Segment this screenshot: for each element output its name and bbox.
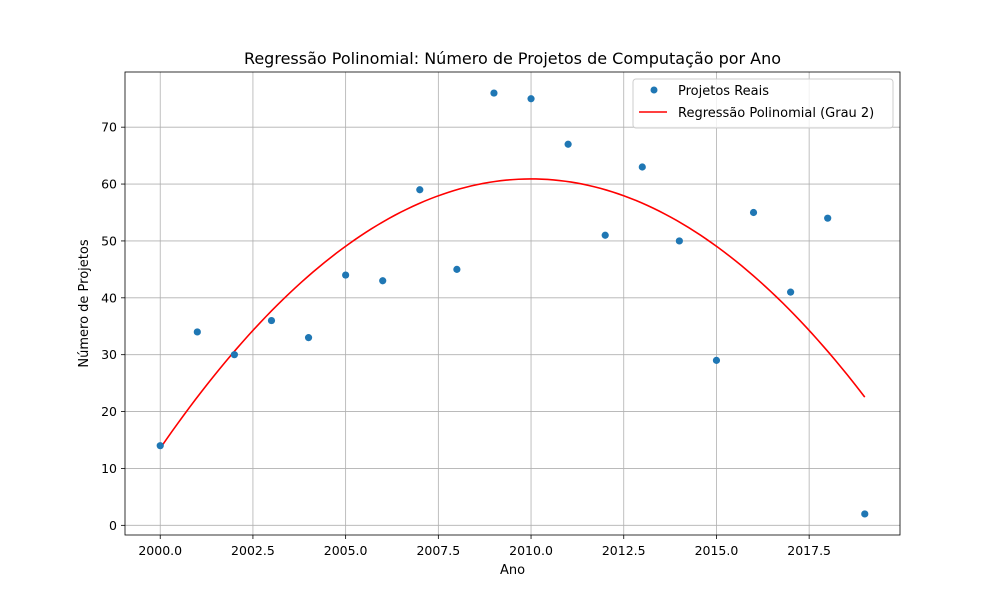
legend-label-regressao: Regressão Polinomial (Grau 2) [678, 106, 874, 121]
y-tick-label: 40 [101, 290, 117, 305]
legend-marker-projetos-reais [650, 86, 658, 94]
data-point [304, 334, 313, 342]
x-tick-label: 2000.0 [138, 543, 182, 558]
x-tick-label: 2017.5 [787, 543, 831, 558]
regression-line-layer [159, 178, 866, 449]
data-point [564, 140, 572, 148]
data-point [490, 89, 498, 97]
data-point [749, 208, 758, 217]
plot-frame [124, 71, 901, 536]
y-tick-label: 30 [101, 347, 117, 362]
x-axis-label: Ano [500, 563, 525, 578]
data-point [527, 95, 535, 103]
legend: Projetos Reais Regressão Polinomial (Gra… [632, 78, 894, 129]
data-point [267, 316, 276, 325]
grid-lines [125, 72, 900, 535]
legend-box [632, 78, 894, 129]
data-point [156, 442, 164, 450]
y-tick-label: 60 [101, 177, 117, 192]
data-point [601, 231, 609, 239]
data-point [379, 277, 387, 285]
data-point [861, 510, 869, 518]
data-point [416, 186, 424, 194]
x-tick-label: 2005.0 [324, 543, 368, 558]
data-point [675, 237, 683, 245]
y-tick-label: 70 [101, 120, 117, 135]
x-tick-label: 2010.0 [509, 543, 553, 558]
x-tick-label: 2002.5 [231, 543, 275, 558]
data-point [193, 328, 201, 336]
y-tick-label: 0 [109, 518, 117, 533]
legend-label-projetos-reais: Projetos Reais [678, 84, 769, 99]
x-axis-ticks: 2000.0 2002.5 2005.0 2007.5 2010.0 2012.5 2015… [138, 535, 831, 558]
data-point [787, 288, 795, 296]
x-tick-label: 2012.5 [602, 543, 646, 558]
data-point [230, 351, 238, 359]
data-point [638, 163, 646, 171]
x-tick-label: 2007.5 [416, 543, 460, 558]
scatter-points-layer [156, 89, 869, 518]
chart-title: Regressão Polinomial: Número de Projetos… [244, 49, 781, 68]
data-point [453, 265, 461, 273]
data-point [824, 214, 832, 222]
y-axis-label: Número de Projetos [77, 239, 92, 367]
y-tick-label: 10 [101, 461, 117, 476]
data-point [712, 356, 721, 364]
y-axis-ticks: 0 10 20 30 40 50 60 70 [101, 120, 125, 533]
y-tick-label: 20 [101, 404, 117, 419]
data-point [342, 271, 350, 279]
y-tick-label: 50 [101, 233, 117, 248]
regression-curve [159, 178, 866, 449]
x-tick-label: 2015.0 [695, 543, 739, 558]
